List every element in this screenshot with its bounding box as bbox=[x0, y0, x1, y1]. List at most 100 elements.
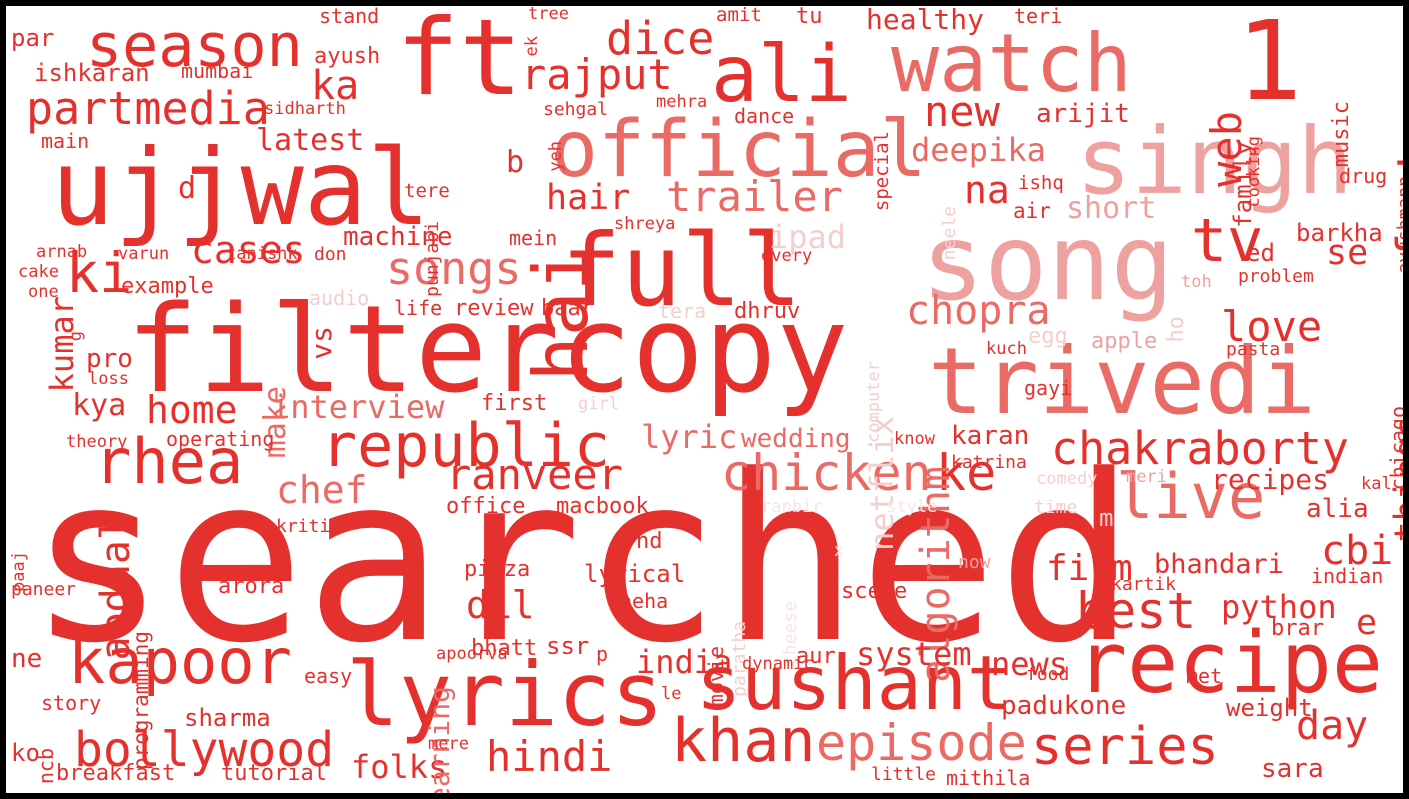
word-hindi-33: hindi bbox=[486, 732, 613, 781]
word-machine-82: machine bbox=[343, 222, 453, 252]
word-cake-127: cake bbox=[18, 262, 59, 282]
word-kartik-171: kartik bbox=[1111, 574, 1177, 595]
word-breakfast-195: breakfast bbox=[56, 761, 176, 786]
word-episode-22: episode bbox=[816, 714, 1027, 772]
word-1-14: 1 bbox=[1236, 6, 1303, 125]
word-cooking-112: cooking bbox=[1244, 136, 1264, 208]
word-padukone-75: padukone bbox=[1001, 691, 1127, 721]
word-stand-97: stand bbox=[319, 6, 380, 28]
word-shreya-124: shreya bbox=[614, 214, 676, 234]
word-ishkaran-94: ishkaran bbox=[34, 59, 150, 87]
word-air-117: air bbox=[1013, 199, 1051, 223]
word-know-151: know bbox=[894, 429, 935, 449]
word-sharma-62: sharma bbox=[184, 704, 271, 732]
word-ne-180: ne bbox=[11, 644, 43, 674]
word-arora-173: arora bbox=[218, 574, 285, 599]
word-season-16: season bbox=[86, 11, 303, 81]
word-full-7: full bbox=[561, 212, 802, 329]
word-operating-150: operating bbox=[166, 427, 275, 451]
word-deepika-67: deepika bbox=[911, 131, 1046, 169]
word-alia-73: alia bbox=[1306, 494, 1369, 524]
word-ranveer-32: ranveer bbox=[446, 450, 624, 499]
word-weight-76: weight bbox=[1226, 694, 1313, 722]
word-macbook-157: macbook bbox=[556, 494, 649, 519]
word-sara-77: sara bbox=[1261, 754, 1324, 784]
word-chef-50: chef bbox=[276, 468, 368, 512]
word-ek-104: ek bbox=[522, 36, 542, 57]
word-scene-178: scene bbox=[841, 579, 908, 604]
word-yeh-102: yeh bbox=[546, 141, 566, 172]
word-office-156: office bbox=[446, 494, 526, 519]
word-indian-170: indian bbox=[1311, 564, 1384, 588]
word-chopra-45: chopra bbox=[906, 288, 1051, 334]
word-one-128: one bbox=[28, 282, 59, 302]
word-recipe-10: recipe bbox=[1076, 614, 1384, 713]
word-programming-164: programming bbox=[129, 631, 153, 771]
word-arijit-88: arijit bbox=[1036, 99, 1130, 129]
word-republic-19: republic bbox=[321, 411, 610, 481]
word-girl-147: girl bbox=[578, 394, 619, 414]
word-gayi-148: gayi bbox=[1024, 376, 1073, 400]
word-tv-38: tv bbox=[1191, 206, 1264, 276]
word-pasta-143: pasta bbox=[1226, 339, 1281, 360]
word-time-160: time bbox=[1034, 497, 1078, 518]
word-tere-115: tere bbox=[404, 180, 450, 202]
word-audio-130: audio bbox=[309, 286, 370, 310]
word-p-185: p bbox=[596, 642, 609, 666]
word-b-113: b bbox=[506, 145, 525, 180]
word-ranbir-158: ranbir bbox=[761, 497, 823, 517]
word-cases-52: cases bbox=[191, 228, 306, 272]
word-paneer-172: paneer bbox=[11, 579, 77, 600]
word-brar-179: brar bbox=[1271, 616, 1324, 641]
word-neha-175: neha bbox=[620, 589, 669, 613]
word-ka-37: ka bbox=[311, 63, 360, 109]
word-trailer-30: trailer bbox=[666, 172, 844, 221]
word-le-192: le bbox=[661, 684, 682, 704]
word-filtercopy-1: filtercopy bbox=[126, 281, 849, 420]
word-na-65: na bbox=[964, 168, 1010, 212]
word-rajput-36: rajput bbox=[521, 50, 673, 99]
word-mein-123: mein bbox=[509, 226, 558, 250]
word-baar-133: baar bbox=[541, 296, 594, 321]
word-trivedi-4: trivedi bbox=[928, 328, 1316, 435]
word-rhea-18: rhea bbox=[94, 425, 244, 498]
word-apoorva-183: apoorva bbox=[436, 644, 508, 664]
word-main-99: main bbox=[41, 129, 90, 153]
word-aur-186: aur bbox=[796, 644, 836, 669]
word-best-34: best bbox=[1076, 582, 1197, 640]
word-mere-194: mere bbox=[428, 734, 469, 754]
word-loss-145: loss bbox=[88, 369, 129, 389]
word-mehra-108: mehra bbox=[656, 92, 708, 112]
word-bhatt-182: bhatt bbox=[471, 636, 538, 661]
word-amit-106: amit bbox=[716, 6, 762, 26]
word-hd-165: hd bbox=[636, 529, 663, 554]
word-now-169: now bbox=[958, 552, 991, 573]
word-drug-92: drug bbox=[1339, 164, 1388, 188]
word-folks-61: folks bbox=[351, 748, 448, 786]
word-partmedia-28: partmedia bbox=[26, 82, 270, 135]
word-songs-29: songs bbox=[386, 242, 522, 295]
word-ki-31: ki bbox=[66, 241, 133, 305]
word-apple-139: apple bbox=[1091, 329, 1158, 354]
word-python-57: python bbox=[1221, 588, 1337, 626]
word-easy-188: easy bbox=[304, 664, 353, 688]
word-bhandari-74: bhandari bbox=[1154, 549, 1285, 580]
word-neele-118: neele bbox=[939, 206, 960, 261]
word-tree-105: tree bbox=[528, 6, 569, 24]
word-kapoor-17: kapoor bbox=[68, 625, 292, 698]
word-ayushmann-91: ayushmann bbox=[1394, 176, 1403, 274]
word-system-59: system bbox=[856, 635, 972, 673]
word-tutorial-196: tutorial bbox=[221, 761, 327, 786]
word-ed-119: ed bbox=[1246, 239, 1275, 267]
word-first-146: first bbox=[481, 391, 548, 416]
word-sidharth-100: sidharth bbox=[264, 99, 346, 119]
word-se-68: se bbox=[1326, 233, 1369, 273]
word-hair-53: hair bbox=[546, 178, 631, 218]
word-lyrics-9: lyrics bbox=[346, 643, 664, 746]
word-toh-141: toh bbox=[1181, 272, 1212, 292]
word-home-51: home bbox=[146, 388, 238, 432]
word-series-23: series bbox=[1031, 717, 1219, 777]
word-story-191: story bbox=[41, 691, 102, 715]
word-egg-138: egg bbox=[1028, 324, 1068, 349]
word-g-144: g bbox=[66, 331, 86, 342]
